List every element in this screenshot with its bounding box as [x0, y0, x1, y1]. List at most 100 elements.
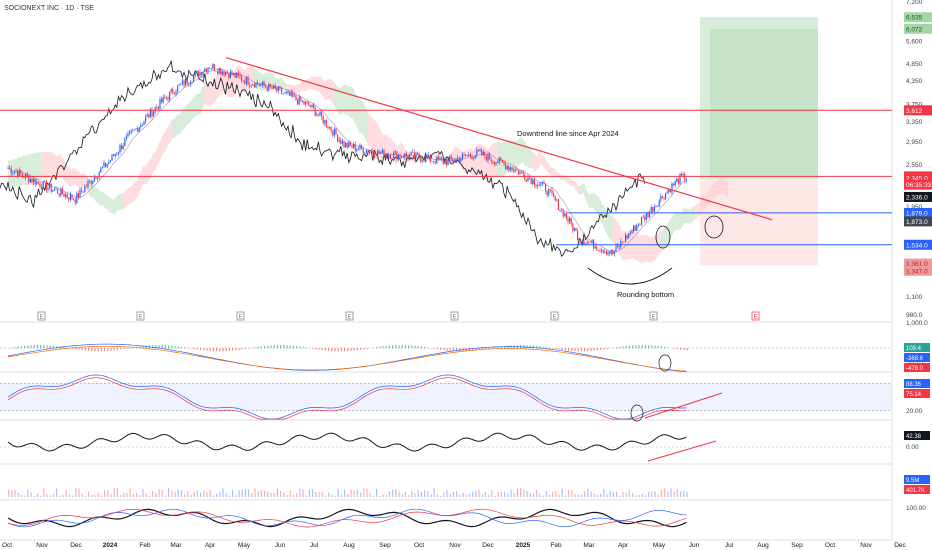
candle-body [13, 171, 15, 173]
cloud-segment [300, 81, 306, 92]
earnings-marker[interactable] [236, 311, 245, 321]
volume-bar [190, 494, 192, 497]
candle-body [490, 159, 492, 162]
earnings-marker[interactable] [450, 311, 459, 321]
cloud-segment [147, 156, 152, 183]
cloud-segment [291, 84, 296, 95]
volume-bar [504, 491, 506, 497]
cloud-segment [176, 113, 181, 136]
earnings-marker[interactable] [649, 311, 658, 321]
price-tick-label: 1,100 [906, 294, 923, 301]
earnings-marker[interactable] [37, 311, 46, 321]
profit-zone[interactable] [700, 17, 818, 179]
candle-body [52, 190, 54, 192]
rounding-bottom-arc[interactable] [587, 267, 673, 285]
macd-histogram-bar [673, 348, 675, 349]
candle-body [193, 75, 195, 82]
macd-histogram-bar [139, 346, 141, 349]
macd-histogram-bar [206, 348, 208, 351]
macd-histogram-bar [558, 348, 560, 350]
volume-bar [676, 489, 678, 497]
candle-body [548, 189, 550, 195]
volume-bar [638, 494, 640, 497]
volume-bar [542, 495, 544, 497]
volume-bar [580, 494, 582, 497]
cloud-segment [593, 191, 599, 215]
candle-body [253, 84, 255, 88]
price-badge [904, 239, 932, 250]
candle-body [599, 250, 601, 251]
macd-histogram-bar [91, 348, 93, 352]
retest-circle[interactable] [704, 215, 724, 239]
stoch-d-line [7, 377, 687, 420]
macd-histogram-bar [686, 348, 688, 351]
candle-body [657, 205, 659, 207]
candle-body [263, 81, 265, 86]
macd-histogram-bar [497, 346, 499, 349]
candle-body [60, 188, 62, 196]
candle-body [319, 111, 321, 116]
cloud-segment [128, 185, 133, 206]
volume-bar [619, 495, 621, 497]
candle-body [309, 105, 311, 108]
candle-body [237, 72, 239, 76]
candle-body [281, 88, 283, 94]
macd-histogram-bar [244, 348, 246, 349]
candle-body [130, 130, 132, 133]
candle-body [42, 181, 44, 189]
volume-bar [212, 495, 214, 497]
stoch-badge [904, 379, 930, 388]
volume-bar [104, 490, 106, 497]
volume-bar [152, 491, 154, 497]
volume-bar [238, 490, 240, 497]
earnings-marker[interactable] [345, 311, 354, 321]
earnings-marker[interactable] [550, 311, 559, 321]
cloud-segment [612, 215, 618, 249]
cloud-segment [646, 235, 652, 264]
downtrend-line[interactable] [225, 57, 773, 221]
macd-histogram-bar [264, 345, 266, 349]
macd-histogram-bar [625, 345, 627, 349]
candle-body [225, 72, 227, 76]
candle-body [241, 76, 243, 81]
candle-body [581, 241, 583, 243]
volume-bar [72, 495, 74, 497]
stoch-circle [630, 404, 644, 422]
price-badge-label: 1,879.0 [906, 210, 928, 217]
volume-bar [203, 490, 205, 497]
earnings-marker-upcoming[interactable] [751, 311, 760, 321]
volume-bar [388, 491, 390, 497]
volume-bar [392, 489, 394, 497]
cloud-segment [51, 152, 56, 179]
candle-body [287, 91, 289, 93]
breakout-circle[interactable] [655, 225, 671, 249]
sub-panes: 1,000.00.00-500.0109.4-368.6-478.080.002… [0, 320, 930, 528]
candle-body [345, 142, 347, 148]
earnings-marker-label: E [139, 315, 143, 321]
candle-body [601, 249, 603, 251]
position-zones[interactable] [700, 17, 818, 266]
earnings-marker[interactable] [136, 311, 145, 321]
volume-bar [142, 488, 144, 497]
macd-histogram-bar [155, 345, 157, 349]
stoch-tick-label: 20.00 [906, 408, 923, 415]
candle-body [210, 68, 212, 69]
candle-body [394, 151, 396, 153]
macd-histogram-bar [292, 345, 294, 349]
volume-bar [628, 489, 630, 497]
volume-bar [356, 489, 358, 497]
volume-bar [276, 488, 278, 497]
cloud-segment [713, 179, 719, 199]
candle-body [189, 82, 191, 84]
cloud-segment [219, 67, 224, 97]
cloud-segment [36, 152, 42, 181]
macd-histogram-bar [456, 348, 458, 352]
candle-body [172, 89, 174, 94]
volume-bar [56, 488, 58, 497]
cloud-segment [358, 98, 364, 134]
macd-histogram-bar [257, 346, 259, 349]
cloud-segment [238, 64, 244, 93]
candle-body [370, 151, 372, 153]
candle-body [26, 173, 28, 176]
